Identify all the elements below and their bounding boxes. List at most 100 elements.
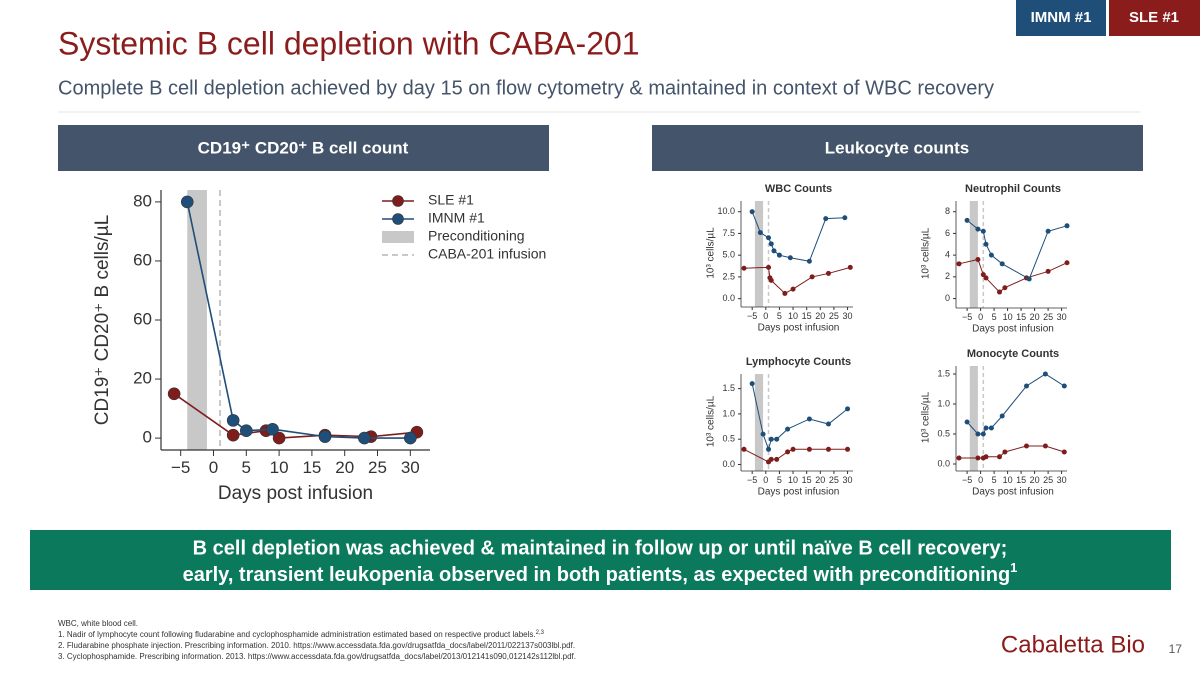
data-point bbox=[749, 381, 755, 387]
y-tick-label: 2.5 bbox=[722, 271, 735, 281]
chart-title: Neutrophil Counts bbox=[965, 183, 1061, 195]
data-point bbox=[825, 270, 831, 276]
data-point bbox=[997, 454, 1002, 460]
y-tick-label: 1.5 bbox=[937, 368, 950, 378]
banner-text: B cell depletion was achieved & maintain… bbox=[193, 537, 1008, 559]
data-point bbox=[757, 230, 763, 236]
shade-band bbox=[754, 201, 764, 307]
y-tick-label: 2 bbox=[945, 271, 950, 281]
x-tick-label: 20 bbox=[815, 311, 825, 321]
shade-band bbox=[187, 190, 207, 450]
x-tick-label: 0 bbox=[209, 458, 218, 477]
y-tick-label: 5.0 bbox=[722, 250, 735, 260]
data-point bbox=[806, 258, 812, 264]
data-point bbox=[768, 277, 774, 283]
data-point bbox=[766, 264, 772, 270]
data-point bbox=[404, 431, 417, 445]
y-tick-label: 7.5 bbox=[722, 228, 735, 238]
data-point bbox=[975, 256, 981, 262]
shade-band bbox=[969, 201, 978, 308]
x-tick-label: 5 bbox=[992, 475, 997, 485]
x-tick-label: 10 bbox=[788, 311, 798, 321]
data-point bbox=[766, 446, 772, 452]
data-point bbox=[239, 424, 253, 438]
data-point bbox=[1002, 449, 1008, 455]
data-point bbox=[1042, 371, 1048, 377]
data-point bbox=[785, 426, 791, 432]
y-tick-label: 0.0 bbox=[937, 458, 950, 468]
x-tick-label: 5 bbox=[777, 311, 782, 321]
tag: SLE #1 bbox=[1129, 9, 1179, 26]
y-tick-label: 1.0 bbox=[722, 408, 735, 418]
y-tick-label: 0.0 bbox=[722, 293, 735, 303]
legend-label: SLE #1 bbox=[428, 192, 474, 208]
data-point bbox=[768, 436, 774, 442]
data-point bbox=[964, 419, 970, 425]
data-point bbox=[983, 275, 989, 281]
footnote: 2. Fludarabine phosphate injection. Pres… bbox=[58, 641, 575, 650]
x-axis-label: Days post infusion bbox=[972, 324, 1054, 335]
y-tick-label: 6 bbox=[945, 228, 950, 238]
data-point bbox=[766, 235, 772, 241]
x-tick-label: 20 bbox=[335, 458, 354, 477]
y-axis-label: 10³ cells/µL bbox=[921, 391, 932, 443]
y-tick-label: 1.0 bbox=[937, 398, 950, 408]
y-axis-label: 10³ cells/µL bbox=[706, 395, 717, 447]
x-axis-label: Days post infusion bbox=[972, 487, 1054, 498]
y-tick-label: 0 bbox=[143, 428, 152, 447]
x-tick-label: 25 bbox=[1043, 312, 1053, 322]
y-tick-label: 0.5 bbox=[937, 428, 950, 438]
x-tick-label: 30 bbox=[843, 311, 853, 321]
data-point bbox=[1045, 228, 1051, 234]
x-tick-label: 5 bbox=[777, 475, 782, 485]
x-tick-label: 10 bbox=[788, 475, 798, 485]
banner-text: early, transient leukopenia observed in … bbox=[183, 564, 1011, 586]
data-point bbox=[825, 421, 831, 427]
data-point bbox=[983, 454, 989, 460]
data-point bbox=[1064, 223, 1070, 229]
tag-box bbox=[1016, 0, 1106, 36]
data-point bbox=[983, 241, 989, 247]
data-point bbox=[988, 252, 994, 258]
x-tick-label: 5 bbox=[992, 312, 997, 322]
data-point bbox=[226, 428, 240, 442]
legend-label: CABA-201 infusion bbox=[428, 246, 546, 262]
data-point bbox=[999, 261, 1005, 267]
y-tick-label: 0 bbox=[945, 293, 950, 303]
data-point bbox=[975, 455, 981, 461]
y-axis-label: CD19⁺ CD20⁺ B cells/µL bbox=[92, 215, 113, 426]
subtitle: Complete B cell depletion achieved by da… bbox=[58, 77, 994, 99]
y-tick-label: 4 bbox=[945, 250, 950, 260]
data-point bbox=[842, 215, 848, 221]
legend-shade bbox=[382, 231, 414, 243]
data-point bbox=[790, 286, 796, 292]
x-tick-label: 25 bbox=[368, 458, 387, 477]
x-tick-label: 10 bbox=[1003, 475, 1013, 485]
data-point bbox=[1061, 449, 1067, 455]
data-point bbox=[785, 449, 791, 455]
chart-title: Monocyte Counts bbox=[967, 348, 1059, 360]
data-point bbox=[358, 431, 371, 445]
page-number: 17 bbox=[1169, 642, 1183, 656]
data-point bbox=[983, 425, 989, 431]
panel-header: Leukocyte counts bbox=[825, 138, 970, 157]
data-point bbox=[787, 255, 793, 261]
x-axis-label: Days post infusion bbox=[758, 487, 840, 498]
data-point bbox=[776, 252, 782, 258]
legend-marker bbox=[392, 213, 404, 225]
logo: Cabaletta Bio bbox=[1001, 631, 1145, 658]
data-point bbox=[999, 413, 1005, 419]
x-tick-label: 15 bbox=[1016, 312, 1026, 322]
x-tick-label: 30 bbox=[1057, 475, 1067, 485]
x-tick-label: 30 bbox=[843, 475, 853, 485]
data-point bbox=[956, 261, 962, 267]
chart-title: WBC Counts bbox=[765, 183, 832, 195]
data-point bbox=[975, 226, 981, 232]
data-point bbox=[1024, 443, 1029, 449]
data-point bbox=[1064, 260, 1070, 266]
x-tick-label: 30 bbox=[401, 458, 420, 477]
data-point bbox=[266, 422, 279, 436]
x-tick-label: 0 bbox=[763, 311, 768, 321]
x-tick-label: 15 bbox=[302, 458, 321, 477]
x-tick-label: 0 bbox=[978, 475, 983, 485]
